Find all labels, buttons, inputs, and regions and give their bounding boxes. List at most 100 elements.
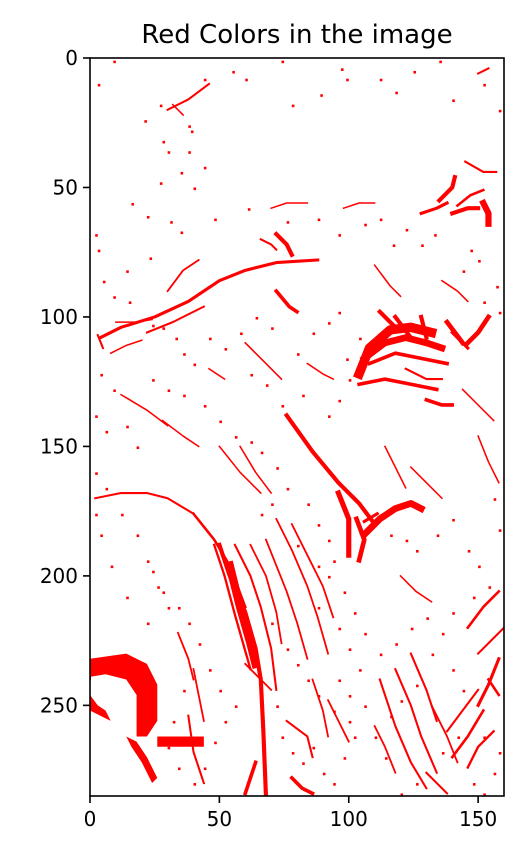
red-stroke-12 [449,206,481,216]
red-stroke-14 [455,188,485,208]
red-pixel-102 [260,513,264,517]
red-region-3 [90,669,111,721]
red-pixel-77 [265,384,269,387]
red-pixel-141 [338,679,341,683]
red-stroke-67 [161,419,200,448]
red-pixel-98 [333,560,336,563]
red-pixel-164 [193,783,197,786]
red-pixel-4 [188,125,191,128]
red-stroke-56 [450,708,486,759]
red-pixel-148 [457,736,461,740]
red-pixel-26 [193,187,197,191]
red-pixel-15 [395,91,398,95]
red-pixel-103 [95,472,98,475]
red-stroke-30 [353,515,367,564]
red-pixel-40 [247,208,251,211]
red-pixel-116 [405,539,409,543]
red-pixel-56 [152,324,155,328]
red-stroke-5 [273,231,295,258]
red-stroke-50 [326,698,350,743]
red-pixel-67 [312,332,316,336]
red-pixel-8 [245,78,248,82]
red-stroke-17 [359,334,447,364]
red-pixel-3 [159,104,163,108]
red-pixel-159 [390,715,393,719]
red-pixel-73 [338,399,341,403]
red-stroke-4 [115,318,153,323]
red-pixel-96 [317,524,321,527]
red-pixel-117 [416,550,419,553]
red-pixel-42 [317,218,321,222]
red-pixel-127 [441,632,445,636]
red-pixel-105 [121,513,124,517]
red-stroke-47 [192,668,205,722]
red-pixel-69 [338,311,341,315]
red-stroke-81 [207,367,226,381]
red-stroke-42 [290,522,335,619]
red-stroke-80 [306,362,335,381]
red-pixel-143 [374,736,378,740]
heatmap-marks [90,60,504,796]
red-pixel-13 [346,78,349,82]
red-pixel-68 [328,322,331,325]
red-pixel-27 [170,221,173,224]
red-pixel-187 [317,695,321,698]
red-pixel-50 [462,270,466,273]
red-stroke-1 [145,305,206,334]
red-stroke-43 [242,760,258,796]
red-pixel-35 [128,301,132,305]
red-pixel-53 [496,285,499,289]
red-pixel-17 [439,60,442,64]
red-pixel-149 [472,783,476,786]
red-stroke-78 [270,202,309,210]
red-stroke-51 [243,662,273,692]
red-pixel-91 [250,441,254,444]
red-pixel-66 [297,353,300,356]
red-pixel-138 [348,648,352,651]
red-stroke-64 [424,771,449,795]
red-stroke-45 [285,719,314,759]
red-pixel-139 [359,669,362,672]
red-stroke-25 [450,330,470,351]
red-pixel-10 [291,104,295,108]
red-pixel-125 [472,596,476,600]
red-pixel-24 [188,151,191,154]
red-pixel-106 [136,534,140,538]
red-pixel-181 [322,772,326,776]
y-axis: 0 50 100 150 200 250 [40,46,90,717]
red-pixel-110 [146,622,150,626]
y-tick-label-0: 0 [65,46,78,70]
red-stroke-79 [244,341,283,381]
red-stroke-3 [109,339,143,355]
red-pixel-120 [467,550,471,553]
red-pixel-167 [224,720,228,724]
red-pixel-30 [159,182,163,185]
red-pixel-104 [105,487,109,491]
red-pixel-153 [483,736,486,740]
red-stroke-27 [404,367,443,381]
red-stroke-69 [239,445,273,495]
red-pixel-183 [343,757,347,760]
red-pixel-176 [276,705,279,708]
red-pixel-48 [421,244,424,248]
x-tick-label-150: 150 [459,807,497,831]
red-pixel-61 [209,337,212,341]
red-pixel-126 [452,612,455,615]
red-pixel-154 [462,689,466,693]
red-pixel-37 [149,257,153,260]
red-pixel-18 [452,99,455,103]
red-stroke-6 [259,237,278,252]
red-pixel-57 [162,327,166,330]
red-stroke-61 [476,626,504,656]
red-region-0 [90,653,158,737]
red-pixel-78 [250,373,254,377]
x-tick-label-0: 0 [84,807,97,831]
red-pixel-47 [405,228,409,232]
red-pixel-133 [353,612,357,615]
plot-area-frame [89,57,505,797]
red-stroke-77 [342,202,376,210]
red-pixel-22 [167,151,171,154]
red-pixel-20 [498,109,502,113]
red-pixel-132 [364,632,367,636]
